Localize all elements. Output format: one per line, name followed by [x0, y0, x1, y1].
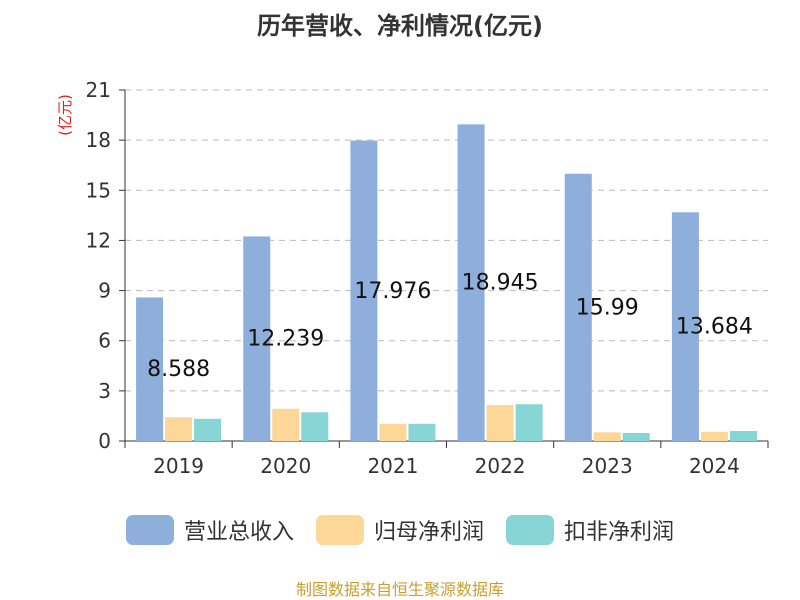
bar — [272, 408, 300, 441]
bar — [700, 431, 728, 441]
x-tick-label: 2024 — [689, 454, 740, 478]
data-label: 15.99 — [576, 295, 639, 320]
data-label: 13.684 — [676, 315, 753, 340]
legend-item[interactable]: 归母净利润 — [315, 514, 484, 546]
bar — [729, 430, 757, 441]
bar — [379, 423, 407, 441]
x-tick-label: 2019 — [153, 454, 204, 478]
legend-item[interactable]: 营业总收入 — [125, 514, 294, 546]
bar — [622, 432, 650, 441]
bar — [165, 417, 193, 441]
data-label: 8.588 — [147, 357, 210, 382]
chart-title: 历年营收、净利情况(亿元) — [257, 12, 543, 40]
bar — [593, 432, 621, 441]
chart-legend: 营业总收入 归母净利润 扣非净利润 — [0, 514, 800, 546]
y-tick-label: 15 — [86, 178, 111, 202]
y-tick-label: 3 — [98, 379, 111, 403]
bar — [486, 405, 514, 441]
legend-swatch — [315, 515, 364, 545]
bar — [301, 412, 329, 441]
bar — [515, 404, 543, 441]
y-tick-label: 9 — [98, 279, 111, 303]
bar — [457, 124, 485, 442]
data-label: 12.239 — [247, 327, 324, 352]
bar — [564, 173, 592, 441]
y-tick-label: 18 — [86, 128, 111, 152]
data-label: 17.976 — [354, 279, 431, 304]
y-tick-label: 0 — [98, 429, 111, 453]
y-axis-label: (亿元) — [56, 94, 74, 136]
data-label: 18.945 — [462, 271, 539, 296]
bar — [408, 423, 436, 441]
bar — [350, 140, 378, 441]
legend-label: 营业总收入 — [183, 520, 294, 545]
y-tick-label: 21 — [86, 78, 111, 102]
y-tick-label: 6 — [98, 329, 111, 353]
x-tick-label: 2023 — [582, 454, 633, 478]
x-tick-label: 2021 — [367, 454, 418, 478]
legend-label: 归母净利润 — [373, 520, 484, 545]
source-note: 制图数据来自恒生聚源数据库 — [295, 580, 504, 599]
legend-swatch — [125, 515, 174, 545]
y-tick-label: 12 — [86, 228, 111, 252]
legend-item[interactable]: 扣非净利润 — [506, 514, 674, 546]
bar — [136, 297, 164, 441]
bar — [243, 236, 271, 441]
bar — [671, 212, 699, 441]
bar — [194, 418, 222, 441]
legend-swatch — [506, 515, 554, 545]
legend-label: 扣非净利润 — [564, 520, 675, 545]
x-tick-label: 2020 — [260, 454, 311, 478]
x-tick-label: 2022 — [475, 454, 526, 478]
